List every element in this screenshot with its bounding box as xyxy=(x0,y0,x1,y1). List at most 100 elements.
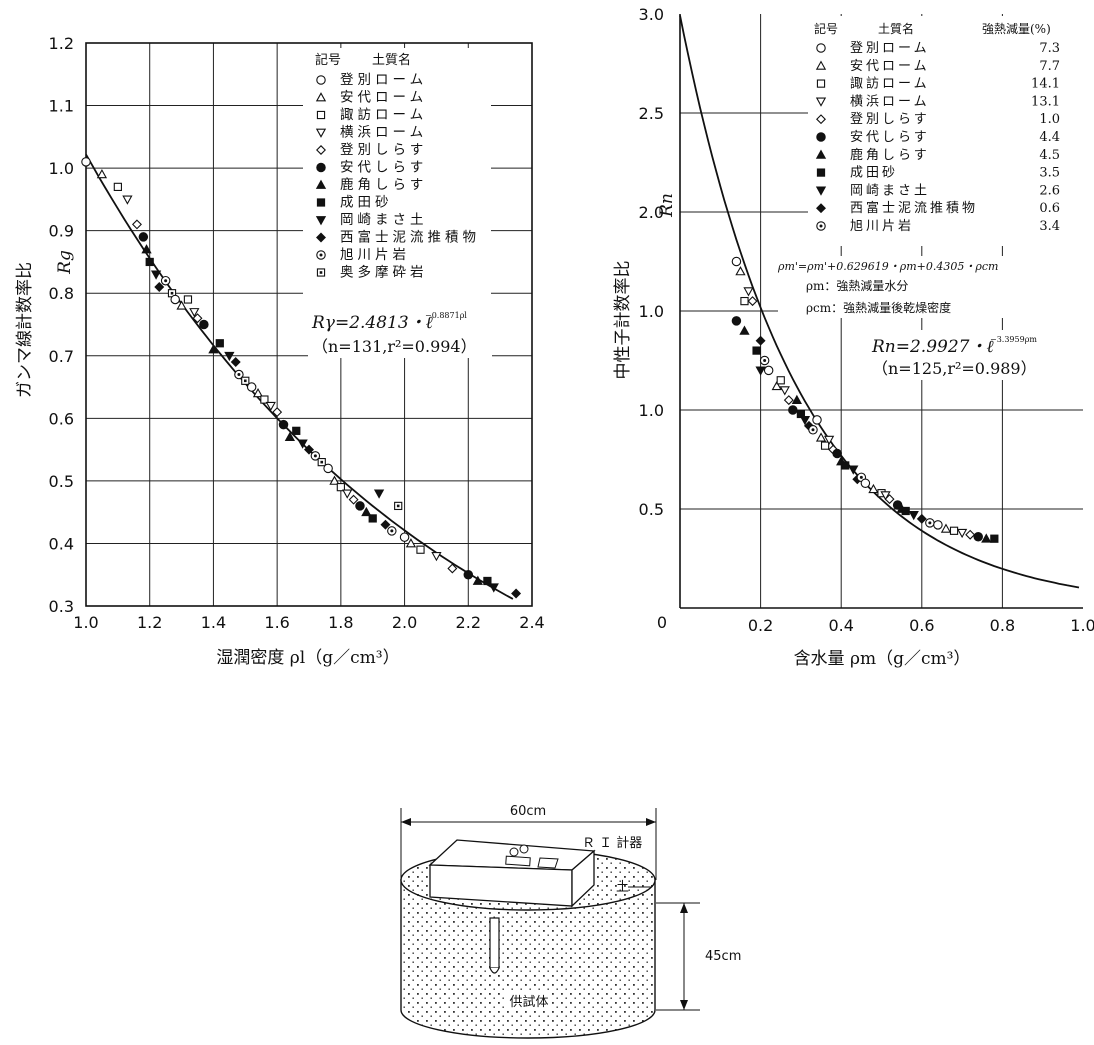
neutron-legend-header-symbol: 記号 xyxy=(814,21,838,36)
neutron-data-point xyxy=(973,531,983,542)
width-dimension-left-arrow xyxy=(401,818,411,826)
neutron-x-tick-label: 0.8 xyxy=(990,616,1015,635)
neutron-y-axis-label: 中性子計数率比 xyxy=(613,261,633,380)
ri-gauge-side xyxy=(571,849,595,908)
gamma-data-point xyxy=(192,313,203,324)
neutron-legend-loss-value: 3.4 xyxy=(1039,219,1060,234)
height-label: 45cm xyxy=(705,949,741,964)
neutron-data-point xyxy=(788,405,798,415)
gamma-equation-background xyxy=(308,300,492,358)
ri-gauge-label: Ｒ Ｉ 計器 xyxy=(582,835,642,851)
neutron-data-point xyxy=(841,461,850,470)
gamma-x-tick-label: 2.4 xyxy=(519,613,544,632)
neutron-legend-marker xyxy=(816,132,826,142)
neutron-data-point xyxy=(956,528,968,539)
neutron-equation-background xyxy=(868,330,1068,380)
neutron-legend-marker xyxy=(816,221,826,231)
neutron-legend-marker xyxy=(816,114,826,125)
gamma-x-tick-label: 1.4 xyxy=(201,613,226,632)
gamma-data-point xyxy=(113,182,122,191)
gamma-data-point xyxy=(292,426,301,435)
neutron-legend-label: 旭川片岩 xyxy=(850,219,914,234)
neutron-definition-2: ρcm：強熱減量後乾燥密度 xyxy=(806,300,951,315)
gamma-data-point xyxy=(176,300,187,310)
specimen-diagram: 60cm Ｒ Ｉ 計器 土 45cm 供試体 xyxy=(400,804,741,1039)
gamma-data-point xyxy=(260,395,269,404)
neutron-x-tick-label: 0.2 xyxy=(748,616,773,635)
gamma-data-point xyxy=(317,458,326,467)
gamma-data-point xyxy=(463,569,474,580)
gamma-ray-chart: 1.0 1.2 1.4 1.6 1.8 2.0 2.2 2.4 0.3 0.4 0.5 0.6 0.7… xyxy=(15,34,545,668)
gamma-data-point xyxy=(483,576,492,586)
gamma-y-tick-label: 0.4 xyxy=(49,534,74,553)
gamma-data-point xyxy=(234,369,244,380)
specimen-label: 供試体 xyxy=(509,994,548,1010)
height-dimension-top-arrow xyxy=(680,903,688,913)
gamma-data-point xyxy=(272,407,283,418)
neutron-data-point xyxy=(755,366,766,376)
gamma-data-point xyxy=(145,257,154,267)
gamma-x-tick-labels: 1.0 1.2 1.4 1.6 1.8 2.0 2.2 2.4 xyxy=(73,613,544,632)
specimen-cylinder-body xyxy=(400,879,656,1039)
gamma-legend-background xyxy=(303,48,491,300)
gamma-data-point xyxy=(348,494,359,505)
gamma-data-point xyxy=(96,169,108,179)
neutron-legend-marker xyxy=(816,203,826,214)
neutron-legend-label: 横浜ローム xyxy=(850,94,930,109)
neutron-y-tick-label: 1.0 xyxy=(639,302,664,321)
gamma-x-axis-label: 湿潤密度 ρl（g／cm³） xyxy=(216,648,399,668)
gamma-legend-label: 西富士泥流推積物 xyxy=(340,229,480,246)
gamma-data-point xyxy=(342,489,353,499)
neutron-fit-curve xyxy=(679,15,1080,589)
neutron-equation: Rn=2.9927・ℓ xyxy=(871,337,994,357)
gamma-x-tick-label: 1.0 xyxy=(73,613,98,632)
gamma-data-point xyxy=(380,519,391,530)
gamma-data-point xyxy=(304,444,314,455)
gamma-legend-marker xyxy=(316,162,326,173)
gamma-data-point xyxy=(199,319,209,330)
gamma-stats: （n=131,r²=0.994） xyxy=(312,337,477,356)
neutron-y-axis-symbol: Rn xyxy=(657,193,677,218)
gamma-y-tick-label: 0.9 xyxy=(49,222,74,241)
gamma-data-point xyxy=(373,489,385,499)
neutron-legend-loss-value: 1.0 xyxy=(1039,112,1060,127)
gamma-legend-marker xyxy=(316,145,326,155)
gamma-x-tick-label: 2.0 xyxy=(392,613,417,632)
gamma-legend-label: 横浜ローム xyxy=(340,125,427,141)
gamma-data-point xyxy=(394,501,403,511)
gamma-legend-label: 奥多摩砕岩 xyxy=(340,264,428,281)
neutron-legend-label: 安代しらす xyxy=(850,130,930,145)
neutron-legend-label: 登別ローム xyxy=(850,41,930,56)
neutron-x-tick-label: 0.4 xyxy=(828,616,853,635)
neutron-data-points xyxy=(731,256,999,543)
gamma-legend-marker xyxy=(315,92,327,102)
neutron-legend-marker xyxy=(815,60,827,70)
gamma-data-point xyxy=(355,501,365,511)
neutron-data-point xyxy=(812,415,822,425)
gamma-data-point xyxy=(208,344,219,354)
neutron-legend-label: 安代ローム xyxy=(850,59,930,74)
neutron-data-point xyxy=(759,355,770,366)
neutron-y-tick-label: 3.0 xyxy=(639,5,664,24)
neutron-legend-loss-value: 0.6 xyxy=(1039,201,1060,216)
neutron-legend-marker xyxy=(816,168,826,177)
gamma-legend-marker xyxy=(316,268,326,277)
neutron-data-point xyxy=(747,296,758,307)
gamma-data-point xyxy=(278,419,289,430)
gamma-y-tick-label: 0.6 xyxy=(49,409,74,428)
gamma-data-point xyxy=(405,538,417,548)
gamma-data-point xyxy=(368,514,377,523)
neutron-data-point xyxy=(990,534,999,543)
neutron-data-point xyxy=(848,465,859,475)
gamma-legend-marker xyxy=(316,110,326,120)
gamma-data-point xyxy=(472,575,483,585)
gamma-data-point xyxy=(230,357,241,368)
gamma-y-tick-label: 1.0 xyxy=(49,159,74,178)
ri-gauge-display xyxy=(505,855,531,867)
neutron-data-point xyxy=(933,520,943,530)
neutron-equation-exponent: −3.3959ρm xyxy=(990,335,1037,344)
neutron-legend-loss-value: 2.6 xyxy=(1039,183,1060,198)
gamma-data-point xyxy=(224,351,235,362)
ri-gauge-panel xyxy=(537,857,559,869)
gamma-y-tick-label: 0.3 xyxy=(49,597,74,616)
